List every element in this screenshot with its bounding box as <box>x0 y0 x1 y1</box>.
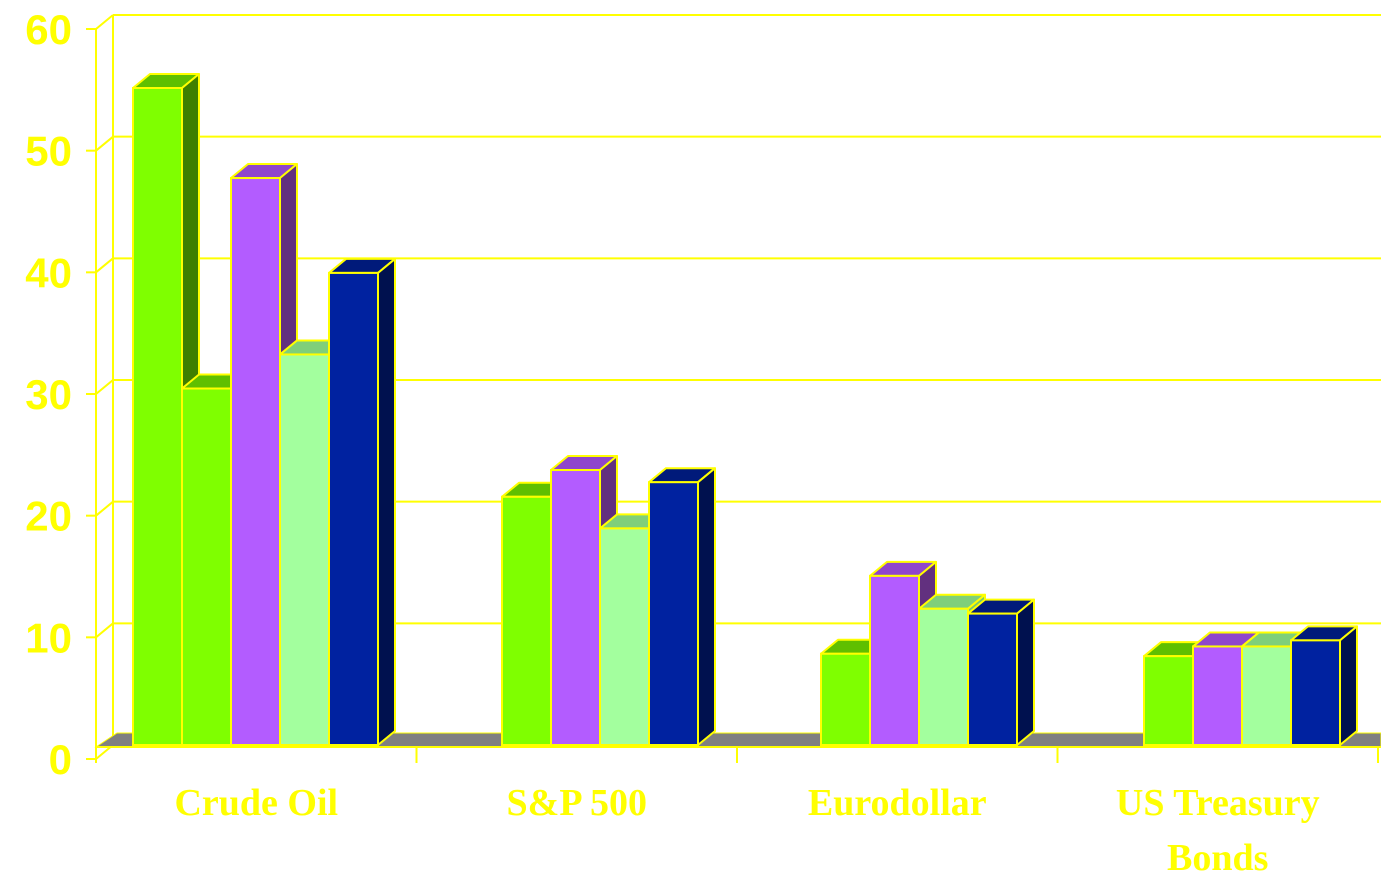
bar-0-4 <box>328 257 396 746</box>
y-tick-label: 20 <box>25 493 72 540</box>
bar-1-4 <box>648 467 716 746</box>
y-tick-label: 30 <box>25 371 72 418</box>
bar-0-0 <box>132 73 200 746</box>
x-tick-label: US Treasury <box>1116 782 1320 824</box>
y-tick-label: 0 <box>49 736 72 783</box>
gridline-side <box>95 379 114 395</box>
bar-3-4 <box>1290 625 1358 746</box>
y-tick-label: 60 <box>25 6 72 53</box>
y-tick-label: 40 <box>25 249 72 296</box>
y-tick-labels: 0 10 20 30 40 50 60 <box>25 6 72 783</box>
axes <box>86 15 1381 763</box>
gridline-side <box>95 14 114 30</box>
y-tick-label: 50 <box>25 128 72 175</box>
gridline-side <box>95 500 114 517</box>
y-tick-label: 10 <box>25 614 72 661</box>
gridline-side <box>95 135 114 152</box>
bars <box>132 73 1358 747</box>
x-tick-label: Crude Oil <box>174 782 338 824</box>
bar-2-4 <box>967 598 1035 746</box>
gridline-side <box>95 622 114 639</box>
x-tick-label: S&P 500 <box>507 782 647 824</box>
x-tick-label: Eurodollar <box>808 782 987 824</box>
x-tick-label: Bonds <box>1167 837 1268 875</box>
x-tick-labels: Crude Oil S&P 500 Eurodollar US Treasury Bon… <box>174 782 1319 875</box>
gridline-side <box>95 257 114 274</box>
